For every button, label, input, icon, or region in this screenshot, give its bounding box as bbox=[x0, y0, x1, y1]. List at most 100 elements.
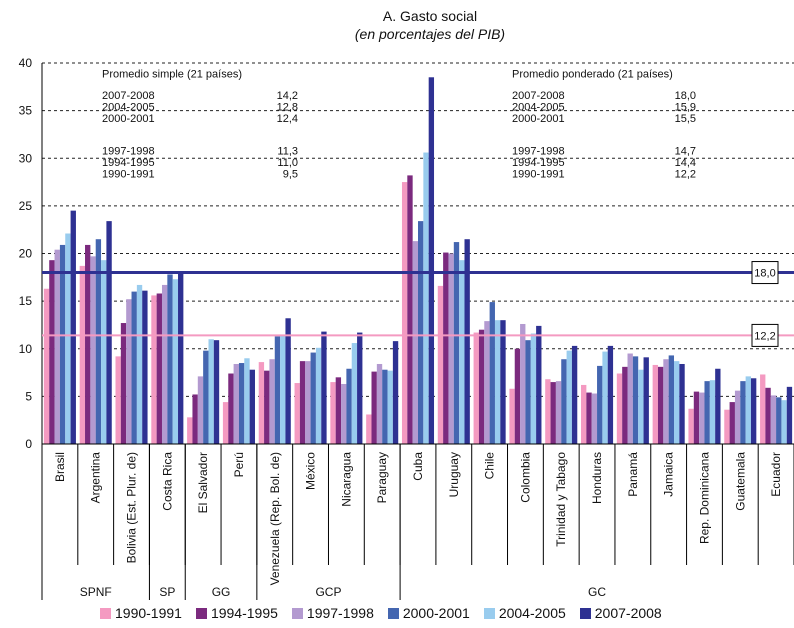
bar bbox=[382, 369, 388, 444]
bar bbox=[401, 182, 408, 444]
bar bbox=[192, 394, 198, 444]
bar bbox=[591, 393, 598, 444]
bar bbox=[786, 386, 793, 444]
bar bbox=[142, 290, 148, 444]
chart-title: A. Gasto social bbox=[382, 8, 478, 24]
weighted-average-value: 18,0 bbox=[675, 90, 696, 102]
y-tick-label: 10 bbox=[19, 342, 33, 356]
weighted-average-period: 1990-1991 bbox=[512, 168, 565, 180]
bar bbox=[428, 77, 435, 444]
bar bbox=[407, 175, 413, 444]
x-tick-label: Ecuador bbox=[769, 452, 783, 497]
y-tick-label: 20 bbox=[19, 247, 33, 261]
bar bbox=[657, 366, 664, 444]
legend-label: 1994-1995 bbox=[210, 605, 278, 621]
simple-average-value: 12,8 bbox=[277, 102, 298, 114]
weighted-average-value: 14,4 bbox=[675, 157, 696, 169]
bar bbox=[376, 363, 383, 444]
bar bbox=[172, 279, 179, 444]
weighted-average-value: 15,9 bbox=[675, 102, 696, 114]
x-tick-label: Panamá bbox=[626, 452, 640, 497]
bar bbox=[351, 343, 358, 444]
bar bbox=[520, 323, 526, 444]
legend-swatch bbox=[291, 607, 303, 619]
group-label: GC bbox=[588, 585, 606, 599]
legend-label: 1990-1991 bbox=[115, 605, 182, 621]
bar bbox=[269, 359, 275, 444]
x-tick-label: Chile bbox=[483, 452, 497, 480]
x-tick-label: Colombia bbox=[518, 452, 532, 503]
legend-item: 2004-2005 bbox=[483, 605, 566, 621]
weighted-average-value: 14,7 bbox=[675, 145, 696, 157]
bar bbox=[473, 332, 479, 444]
x-tick-label: Perú bbox=[232, 452, 246, 477]
bar bbox=[509, 388, 515, 444]
simple-average-period: 1994-1995 bbox=[102, 157, 155, 169]
bar bbox=[561, 359, 567, 444]
bar bbox=[750, 378, 757, 444]
bar bbox=[228, 373, 234, 444]
weighted-average-heading: Promedio ponderado (21 países) bbox=[512, 68, 673, 80]
bar bbox=[423, 152, 429, 444]
group-label: GG bbox=[212, 585, 231, 599]
group-label: SPNF bbox=[80, 585, 112, 599]
x-tick-label: Trinidad y Tabago bbox=[554, 452, 568, 547]
bar bbox=[59, 244, 66, 444]
bar bbox=[638, 369, 644, 444]
bar bbox=[729, 402, 735, 444]
bar bbox=[357, 332, 363, 444]
bar bbox=[126, 299, 132, 444]
bar bbox=[238, 363, 245, 444]
bar bbox=[484, 321, 490, 444]
legend-swatch bbox=[483, 607, 495, 619]
bar bbox=[222, 402, 229, 444]
bar bbox=[412, 241, 418, 444]
x-tick-label: Honduras bbox=[590, 452, 604, 504]
bar bbox=[274, 336, 281, 444]
bar bbox=[443, 252, 449, 444]
group-label: SP bbox=[159, 585, 175, 599]
bar bbox=[459, 260, 465, 444]
x-tick-label: Costa Rica bbox=[160, 452, 174, 511]
reference-label-box bbox=[751, 323, 779, 347]
legend-item: 2000-2001 bbox=[387, 605, 470, 621]
chart-subtitle: (en porcentajes del PIB) bbox=[354, 26, 506, 42]
bar bbox=[622, 366, 628, 444]
x-tick-label: México bbox=[304, 452, 318, 490]
bar bbox=[387, 370, 393, 444]
bar bbox=[208, 339, 214, 444]
bar bbox=[244, 358, 250, 444]
legend-item: 1994-1995 bbox=[195, 605, 278, 621]
bar bbox=[213, 340, 220, 444]
bar bbox=[745, 376, 751, 444]
bar bbox=[616, 373, 623, 444]
bar bbox=[663, 359, 669, 444]
bar bbox=[280, 335, 286, 444]
y-tick-label: 30 bbox=[19, 151, 33, 165]
bar bbox=[674, 361, 680, 444]
bar bbox=[781, 400, 787, 444]
bar bbox=[264, 370, 270, 444]
bar bbox=[478, 329, 485, 444]
bar bbox=[571, 345, 578, 444]
bar bbox=[341, 383, 347, 444]
bar bbox=[514, 348, 521, 444]
bar bbox=[724, 409, 730, 444]
bar bbox=[131, 291, 137, 444]
bar bbox=[54, 249, 60, 444]
bar bbox=[464, 239, 470, 444]
bar bbox=[101, 260, 107, 444]
bar bbox=[305, 361, 311, 444]
simple-average-value: 9,5 bbox=[283, 168, 298, 180]
simple-average-period: 2000-2001 bbox=[102, 113, 155, 125]
bar bbox=[586, 392, 592, 444]
bar bbox=[453, 242, 460, 444]
bar bbox=[597, 365, 603, 444]
bar bbox=[765, 387, 771, 444]
legend-label: 2000-2001 bbox=[402, 605, 470, 621]
x-tick-label: Rep. Dominicana bbox=[697, 452, 711, 544]
bar bbox=[258, 362, 265, 444]
bar bbox=[335, 377, 342, 444]
bar bbox=[602, 351, 608, 444]
